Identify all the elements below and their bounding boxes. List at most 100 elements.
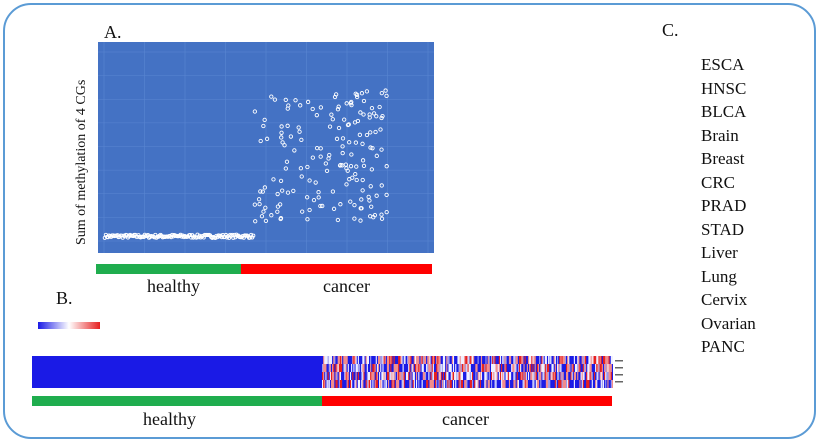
data-point-cancer: [296, 125, 301, 130]
heatmap-cell: [358, 364, 361, 373]
heatmap-cell: [326, 372, 328, 381]
heatmap-cell: [424, 380, 427, 388]
heatmap-cell: [379, 372, 381, 381]
heatmap-cell: [563, 372, 566, 381]
data-point-cancer: [359, 91, 365, 96]
heatmap-cell: [543, 356, 546, 365]
heatmap-cell: [565, 372, 568, 381]
heatmap-cell: [550, 356, 552, 365]
heatmap-cell: [447, 364, 449, 373]
heatmap-cell: [568, 356, 570, 365]
heatmap-cell: [567, 380, 569, 388]
heatmap-cell: [447, 356, 449, 365]
heatmap-cell: [475, 372, 477, 381]
heatmap-cell: [384, 356, 387, 365]
heatmap-cell: [609, 372, 612, 381]
heatmap-cell: [388, 372, 390, 381]
heatmap-cell: [442, 364, 445, 373]
heatmap-cell: [361, 372, 363, 381]
heatmap-cell: [493, 372, 495, 381]
heatmap-cell: [514, 356, 516, 365]
heatmap-cell: [468, 364, 471, 373]
heatmap-cell: [486, 380, 488, 388]
data-point-cancer: [364, 89, 370, 94]
heatmap-cell: [456, 380, 458, 388]
heatmap-cell: [326, 364, 328, 373]
heatmap-cell: [464, 380, 466, 388]
heatmap-cell: [485, 372, 487, 381]
heatmap-cell: [510, 364, 512, 373]
heatmap-cell: [357, 380, 360, 388]
heatmap-cell: [447, 380, 449, 388]
heatmap-cell: [439, 380, 441, 388]
data-point-cancer: [371, 111, 377, 116]
heatmap-cell: [345, 356, 347, 365]
heatmap-cell: [463, 372, 465, 381]
heatmap-cell: [530, 380, 532, 388]
heatmap-cell: [364, 380, 366, 388]
heatmap-cell: [427, 364, 429, 373]
heatmap-cell: [610, 380, 613, 388]
data-point-cancer: [278, 216, 283, 222]
heatmap-cell: [404, 364, 407, 373]
heatmap-cell: [468, 380, 471, 388]
heatmap-cell: [536, 380, 539, 388]
heatmap-cell: [459, 364, 462, 373]
heatmap-cell: [341, 372, 343, 381]
heatmap-cell: [560, 380, 562, 388]
heatmap-cell: [564, 380, 567, 388]
heatmap-cell: [524, 364, 526, 373]
heatmap-cell: [550, 380, 552, 388]
heatmap-cell: [394, 380, 397, 388]
heatmap-cell: [587, 380, 589, 388]
heatmap-cell: [375, 364, 378, 373]
heatmap-cell: [474, 380, 476, 388]
heatmap-cell: [363, 380, 365, 388]
heatmap-cell: [605, 380, 607, 388]
heatmap-cell: [496, 356, 499, 365]
cancer-type-item: Breast: [701, 149, 745, 168]
data-point-cancer: [263, 205, 268, 210]
heatmap-cell: [478, 356, 481, 365]
heatmap-cell: [377, 372, 380, 381]
heatmap-cell: [607, 356, 609, 365]
data-point-cancer: [352, 203, 357, 208]
heatmap-cell: [428, 372, 430, 381]
heatmap-cell: [539, 356, 541, 365]
heatmap-cell: [452, 380, 455, 388]
heatmap-cell: [469, 380, 472, 388]
heatmap-cell: [601, 364, 604, 373]
heatmap-cell: [451, 380, 454, 388]
data-point-cancer: [361, 112, 366, 117]
heatmap-cell: [525, 364, 528, 373]
heatmap-cell: [437, 380, 439, 388]
heatmap-cell: [342, 364, 344, 373]
heatmap-cell: [535, 364, 538, 373]
heatmap-cell: [459, 380, 462, 388]
heatmap-cell: [323, 364, 325, 373]
cancer-type-item: Ovarian: [701, 313, 756, 333]
data-point-cancer: [353, 140, 359, 145]
data-point-cancer: [340, 144, 345, 149]
heatmap-cell: [482, 356, 484, 365]
heatmap-cell: [595, 364, 597, 373]
heatmap-cell: [373, 364, 375, 373]
heatmap-cell: [561, 372, 563, 381]
heatmap-cell: [445, 372, 447, 381]
heatmap-cell: [521, 356, 523, 365]
heatmap-cell: [561, 356, 563, 365]
heatmap-cell: [463, 380, 465, 388]
heatmap-cell: [421, 380, 424, 388]
heatmap-cell: [414, 372, 417, 381]
heatmap-cell: [482, 364, 484, 373]
data-point-cancer: [340, 136, 346, 141]
heatmap-cell: [439, 364, 441, 373]
heatmap-cell: [431, 356, 434, 365]
data-point-cancer: [264, 136, 270, 141]
heatmap-cell: [471, 380, 474, 388]
heatmap-cell: [341, 364, 343, 373]
heatmap-cell: [544, 372, 547, 381]
heatmap-cell: [545, 380, 548, 388]
heatmap-cell: [611, 356, 613, 365]
heatmap-cell: [571, 356, 574, 365]
